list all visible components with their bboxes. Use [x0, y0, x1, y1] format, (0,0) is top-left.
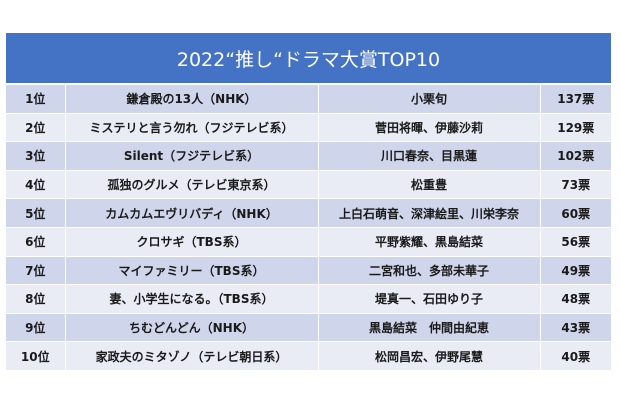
cast-cell: 川口春奈、目黒蓮	[318, 141, 541, 171]
table-title: 2022“推し“ドラマ大賞TOP10	[6, 33, 611, 85]
rank-cell: 3位	[6, 141, 66, 171]
table-row: 2位 ミステリと言う勿れ（フジテレビ系） 菅田将暉、伊藤沙莉 129票	[6, 113, 611, 143]
table-row: 6位 クロサギ（TBS系） 平野紫耀、黒島結菜 56票	[6, 227, 611, 257]
drama-title-cell: 家政夫のミタゾノ（テレビ朝日系）	[65, 341, 319, 371]
cast-cell: 菅田将暉、伊藤沙莉	[318, 113, 541, 143]
rank-cell: 9位	[6, 313, 66, 343]
rank-cell: 6位	[6, 227, 66, 257]
table-body: 1位 鎌倉殿の13人（NHK） 小栗旬 137票 2位 ミステリと言う勿れ（フジテレビ系）…	[6, 84, 611, 371]
rank-cell: 8位	[6, 284, 66, 314]
cast-cell: 堤真一、石田ゆり子	[318, 284, 541, 314]
votes-cell: 56票	[540, 227, 611, 257]
votes-cell: 102票	[540, 141, 611, 171]
drama-title-cell: マイファミリー（TBS系）	[65, 256, 319, 286]
cast-cell: 平野紫耀、黒島結菜	[318, 227, 541, 257]
drama-title-cell: カムカムエヴリバディ（NHK）	[65, 198, 319, 228]
cast-cell: 小栗旬	[318, 84, 541, 114]
drama-title-cell: 妻、小学生になる。（TBS系）	[65, 284, 319, 314]
votes-cell: 129票	[540, 113, 611, 143]
drama-title-cell: 孤独のグルメ（テレビ東京系）	[65, 170, 319, 200]
votes-cell: 49票	[540, 256, 611, 286]
cast-cell: 上白石萌音、深津絵里、川栄李奈	[318, 198, 541, 228]
drama-title-cell: Silent（フジテレビ系）	[65, 141, 319, 171]
votes-cell: 60票	[540, 198, 611, 228]
table-title-row: 2022“推し“ドラマ大賞TOP10	[6, 33, 611, 85]
drama-title-cell: ミステリと言う勿れ（フジテレビ系）	[65, 113, 319, 143]
drama-title-cell: クロサギ（TBS系）	[65, 227, 319, 257]
rank-cell: 5位	[6, 198, 66, 228]
cast-cell: 松岡昌宏、伊野尾慧	[318, 341, 541, 371]
table-row: 9位 ちむどんどん（NHK） 黒島結菜 仲間由紀恵 43票	[6, 313, 611, 343]
cast-cell: 黒島結菜 仲間由紀恵	[318, 313, 541, 343]
table-row: 10位 家政夫のミタゾノ（テレビ朝日系） 松岡昌宏、伊野尾慧 40票	[6, 341, 611, 371]
votes-cell: 48票	[540, 284, 611, 314]
table-row: 3位 Silent（フジテレビ系） 川口春奈、目黒蓮 102票	[6, 141, 611, 171]
table-row: 4位 孤独のグルメ（テレビ東京系） 松重豊 73票	[6, 170, 611, 200]
rank-cell: 1位	[6, 84, 66, 114]
rank-cell: 7位	[6, 256, 66, 286]
ranking-table: 2022“推し“ドラマ大賞TOP10 1位 鎌倉殿の13人（NHK） 小栗旬 137票…	[6, 33, 611, 371]
votes-cell: 137票	[540, 84, 611, 114]
rank-cell: 10位	[6, 341, 66, 371]
table-row: 8位 妻、小学生になる。（TBS系） 堤真一、石田ゆり子 48票	[6, 284, 611, 314]
table-row: 5位 カムカムエヴリバディ（NHK） 上白石萌音、深津絵里、川栄李奈 60票	[6, 198, 611, 228]
drama-title-cell: ちむどんどん（NHK）	[65, 313, 319, 343]
rank-cell: 2位	[6, 113, 66, 143]
cast-cell: 松重豊	[318, 170, 541, 200]
votes-cell: 40票	[540, 341, 611, 371]
rank-cell: 4位	[6, 170, 66, 200]
table-row: 7位 マイファミリー（TBS系） 二宮和也、多部未華子 49票	[6, 256, 611, 286]
cast-cell: 二宮和也、多部未華子	[318, 256, 541, 286]
votes-cell: 43票	[540, 313, 611, 343]
table-row: 1位 鎌倉殿の13人（NHK） 小栗旬 137票	[6, 84, 611, 114]
votes-cell: 73票	[540, 170, 611, 200]
drama-title-cell: 鎌倉殿の13人（NHK）	[65, 84, 319, 114]
